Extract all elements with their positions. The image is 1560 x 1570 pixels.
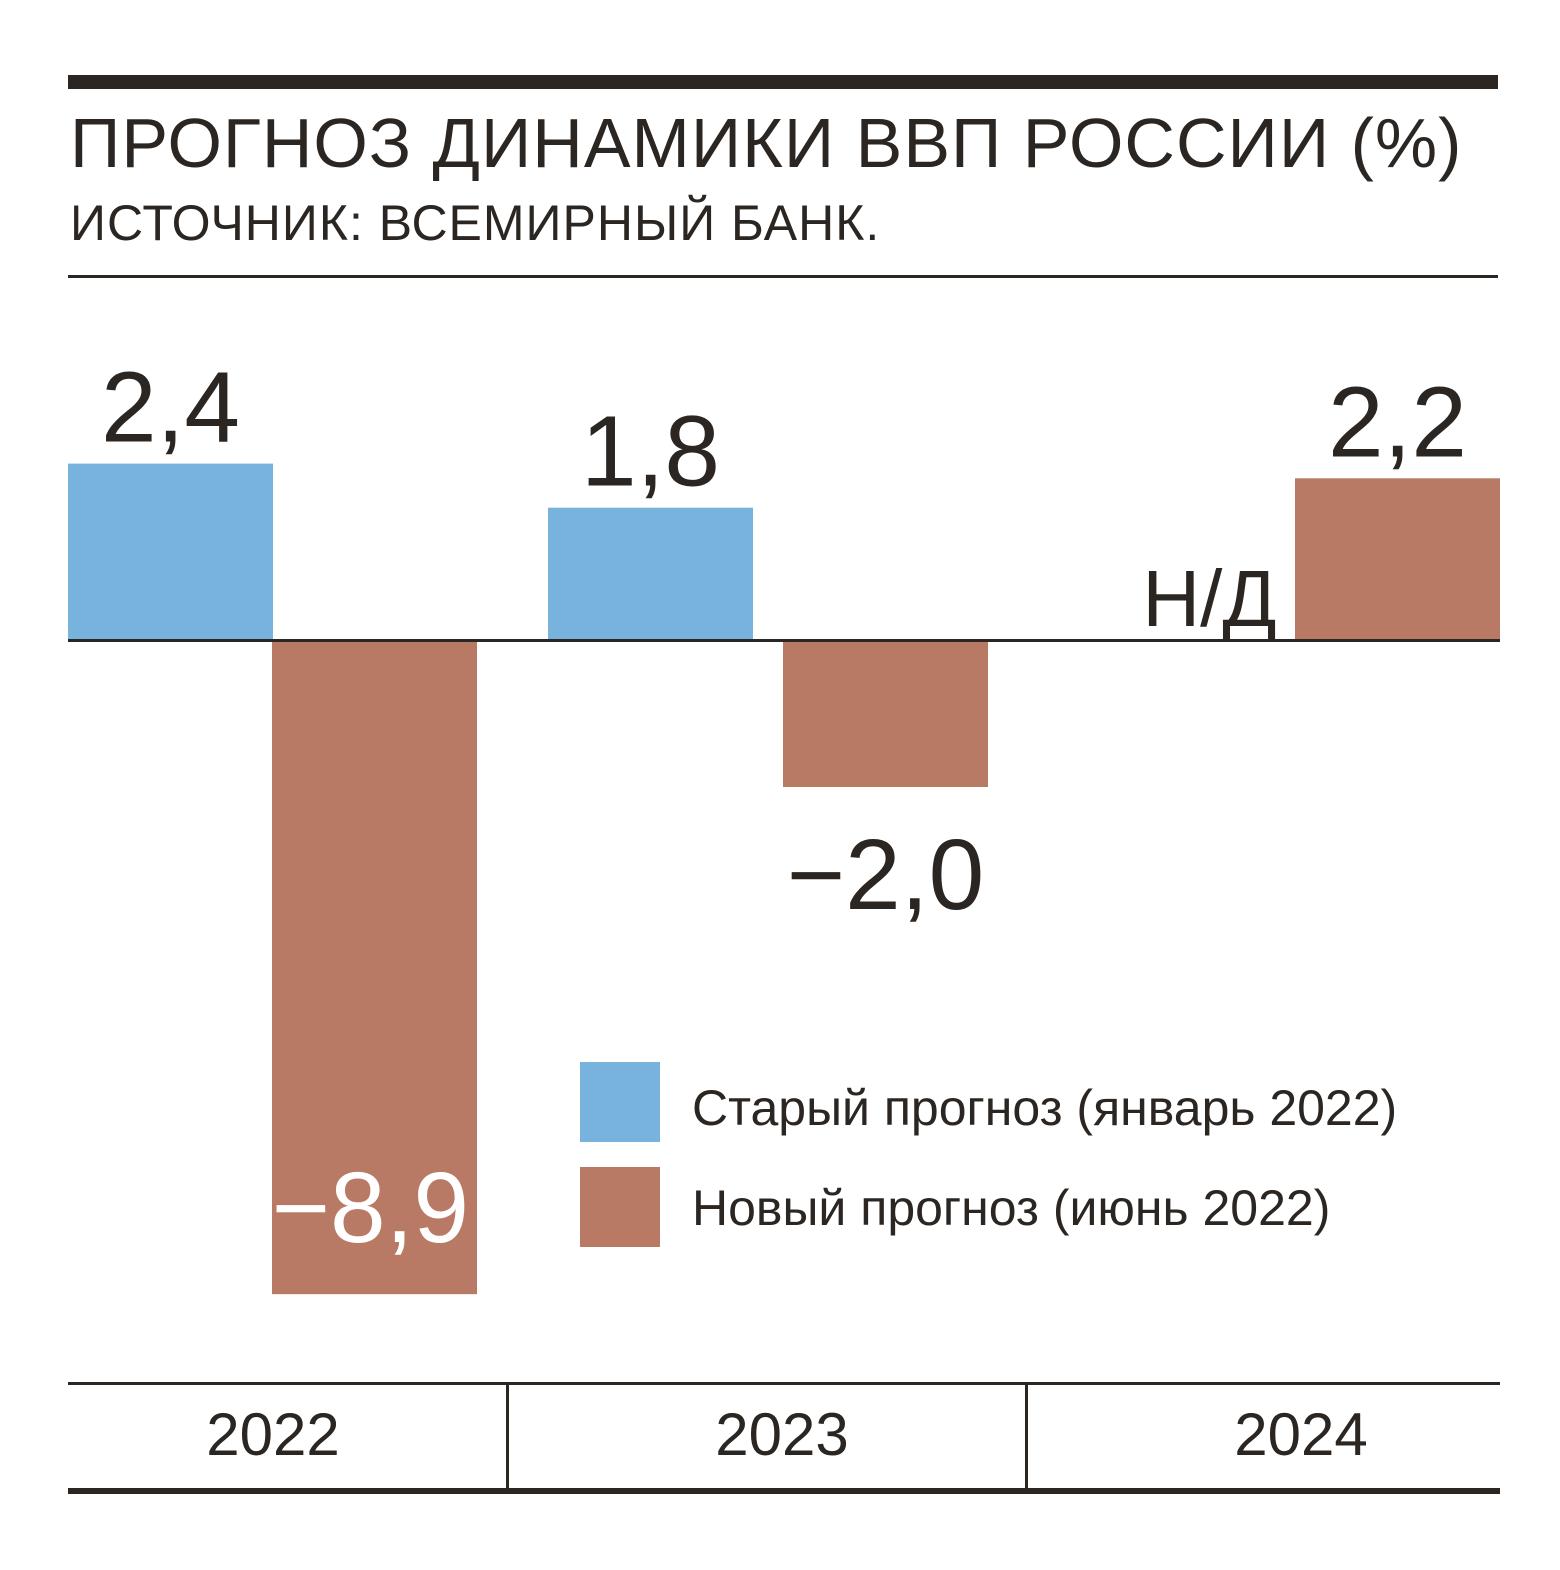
data-label-2023-s0: 1,8	[581, 396, 720, 508]
legend-label-old: Старый прогноз (январь 2022)	[692, 1080, 1398, 1136]
year-label-2024: 2024	[1234, 1401, 1368, 1468]
zero-baseline	[68, 639, 1500, 642]
chart-title: ПРОГНОЗ ДИНАМИКИ ВВП РОССИИ (%)	[70, 104, 1463, 182]
year-divider-2	[1025, 1382, 1028, 1492]
data-label-2024-s0: Н/Д	[1142, 554, 1276, 643]
bar-2023-s0	[548, 507, 753, 640]
year-table-top-rule	[68, 1382, 1500, 1385]
legend-label-new: Новый прогноз (июнь 2022)	[692, 1180, 1331, 1236]
year-divider-1	[506, 1382, 509, 1492]
bar-2022-s1	[272, 640, 477, 1295]
data-label-2022-s0: 2,4	[101, 352, 240, 464]
legend-swatch-new	[580, 1167, 660, 1247]
header-divider	[68, 275, 1498, 278]
data-label-2023-s1: −2,0	[787, 819, 984, 931]
year-label-2023: 2023	[715, 1401, 849, 1468]
legend-swatch-old	[580, 1062, 660, 1142]
bar-2024-s1	[1295, 478, 1500, 640]
data-label-2022-s1: −8,9	[272, 1152, 469, 1264]
chart-subtitle: ИСТОЧНИК: ВСЕМИРНЫЙ БАНК.	[70, 195, 881, 251]
data-label-2024-s1: 2,2	[1328, 366, 1467, 478]
year-table-bottom-rule	[68, 1488, 1500, 1494]
top-thick-rule	[68, 75, 1498, 89]
bar-2023-s1	[783, 640, 988, 787]
bar-2022-s0	[68, 463, 273, 640]
year-label-2022: 2022	[206, 1401, 340, 1468]
